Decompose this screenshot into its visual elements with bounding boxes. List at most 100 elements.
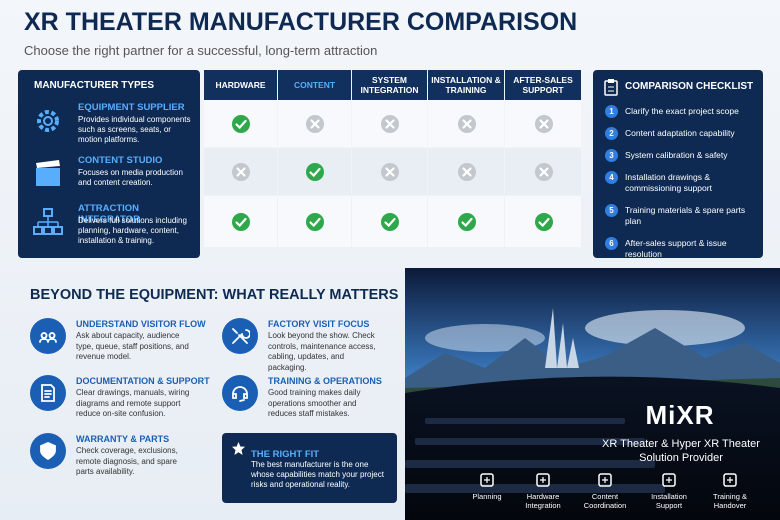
type-icon	[33, 208, 63, 235]
clipboard-icon	[604, 79, 618, 96]
highlight-text: The best manufacturer is the one whose c…	[251, 460, 384, 489]
shape	[540, 477, 546, 483]
shape	[40, 442, 56, 461]
service-icon	[536, 473, 550, 487]
cross-mark	[534, 115, 553, 133]
shape	[425, 418, 625, 424]
checklist-item: After-sales support & issue resolution	[625, 238, 727, 259]
cross-mark	[457, 115, 476, 133]
highlight-title: THE RIGHT FIT	[251, 444, 319, 462]
checklist-number: 1	[605, 105, 618, 118]
shape	[232, 328, 250, 344]
shape	[538, 119, 549, 129]
column-header: AFTER-SALES SUPPORT	[505, 70, 581, 100]
shape	[43, 226, 53, 235]
shape	[727, 477, 733, 483]
shape	[36, 168, 60, 186]
shape	[235, 119, 247, 130]
column-header: INSTALLATION & TRAINING	[428, 70, 504, 100]
shape	[545, 308, 579, 368]
cross-mark	[381, 163, 399, 181]
shape	[385, 167, 395, 177]
checklist-number: 3	[605, 149, 618, 162]
matter-text: Clear drawings, manuals, wiring diagrams…	[76, 388, 190, 418]
shape	[43, 208, 53, 217]
type-icon	[36, 160, 60, 186]
matter-glyph	[41, 384, 55, 402]
cross-mark	[306, 115, 324, 133]
check-mark	[534, 213, 553, 231]
type-description: Focuses on media production and content …	[78, 168, 183, 187]
cross-mark	[232, 163, 250, 181]
service-label: Planning	[472, 492, 502, 501]
shape	[309, 217, 321, 228]
shape	[585, 310, 745, 346]
service-label: Content Coordination	[583, 492, 627, 510]
checklist-panel	[593, 70, 763, 258]
matter-title: FACTORY VISIT FOCUS	[268, 319, 370, 329]
shape	[53, 226, 63, 235]
matters-title: BEYOND THE EQUIPMENT: WHAT REALLY MATTER…	[30, 287, 399, 303]
shape	[232, 442, 245, 455]
column-header: CONTENT	[278, 70, 351, 100]
check-mark	[381, 213, 399, 231]
check-mark	[306, 163, 324, 181]
checklist-item: Clarify the exact project scope	[625, 106, 739, 116]
cross-mark	[534, 163, 553, 181]
shape	[232, 115, 250, 133]
service-label: Installation Support	[651, 492, 687, 510]
shape	[43, 116, 53, 126]
shape	[534, 213, 553, 231]
matter-title: DOCUMENTATION & SUPPORT	[76, 376, 210, 386]
brand-logo: MiXR	[645, 400, 715, 430]
types-title: MANUFACTURER TYPES	[34, 80, 155, 91]
checklist-number: 6	[605, 237, 618, 250]
matter-title: WARRANTY & PARTS	[76, 434, 170, 444]
shape	[662, 473, 676, 487]
shape	[381, 213, 399, 231]
type-name: ATTRACTION INTEGRATOR	[78, 203, 140, 225]
shape	[537, 217, 550, 228]
shape	[385, 119, 395, 129]
cross-mark	[457, 163, 476, 181]
shape	[536, 473, 550, 487]
shape	[480, 473, 494, 487]
matter-glyph	[232, 328, 250, 344]
highlight-box	[222, 433, 397, 503]
theater-image	[405, 268, 780, 520]
type-name: EQUIPMENT SUPPLIER	[78, 102, 185, 113]
matter-glyph	[40, 442, 56, 461]
highlight-title-text: THE RIGHT FIT	[251, 449, 320, 460]
column-header: SYSTEM INTEGRATION	[352, 70, 427, 100]
matter-text: Good training makes daily operations smo…	[268, 388, 361, 418]
shape	[538, 167, 549, 177]
checklist-item: Installation drawings & commissioning su…	[625, 172, 712, 193]
matter-icon	[222, 375, 258, 411]
matter-glyph	[39, 332, 57, 343]
matter-icon	[30, 375, 66, 411]
check-mark	[232, 115, 250, 133]
shape	[608, 79, 614, 83]
shape	[460, 217, 473, 228]
matter-text: Check coverage, exclusions, remote diagn…	[76, 446, 178, 476]
matter-text: Ask about capacity, audience type, queue…	[76, 331, 189, 361]
shape	[306, 213, 324, 231]
shape	[484, 477, 490, 483]
service-label: Training & Handover	[713, 492, 747, 510]
cross-mark	[381, 115, 399, 133]
matter-title: TRAINING & OPERATIONS	[268, 376, 382, 386]
type-name: CONTENT STUDIO	[78, 155, 163, 166]
subtitle: Choose the right partner for a successfu…	[24, 43, 378, 58]
shape	[236, 167, 246, 177]
type-description: Provides individual components such as s…	[78, 115, 191, 144]
checklist-number: 5	[605, 204, 618, 217]
shape	[37, 216, 59, 227]
service-icon	[662, 473, 676, 487]
check-mark	[457, 213, 476, 231]
checklist-item: Training materials & spare parts plan	[625, 205, 746, 226]
service-label: Hardware Integration	[525, 492, 561, 510]
shape	[415, 438, 645, 445]
checklist-number: 2	[605, 127, 618, 140]
checklist-number: 4	[605, 171, 618, 184]
